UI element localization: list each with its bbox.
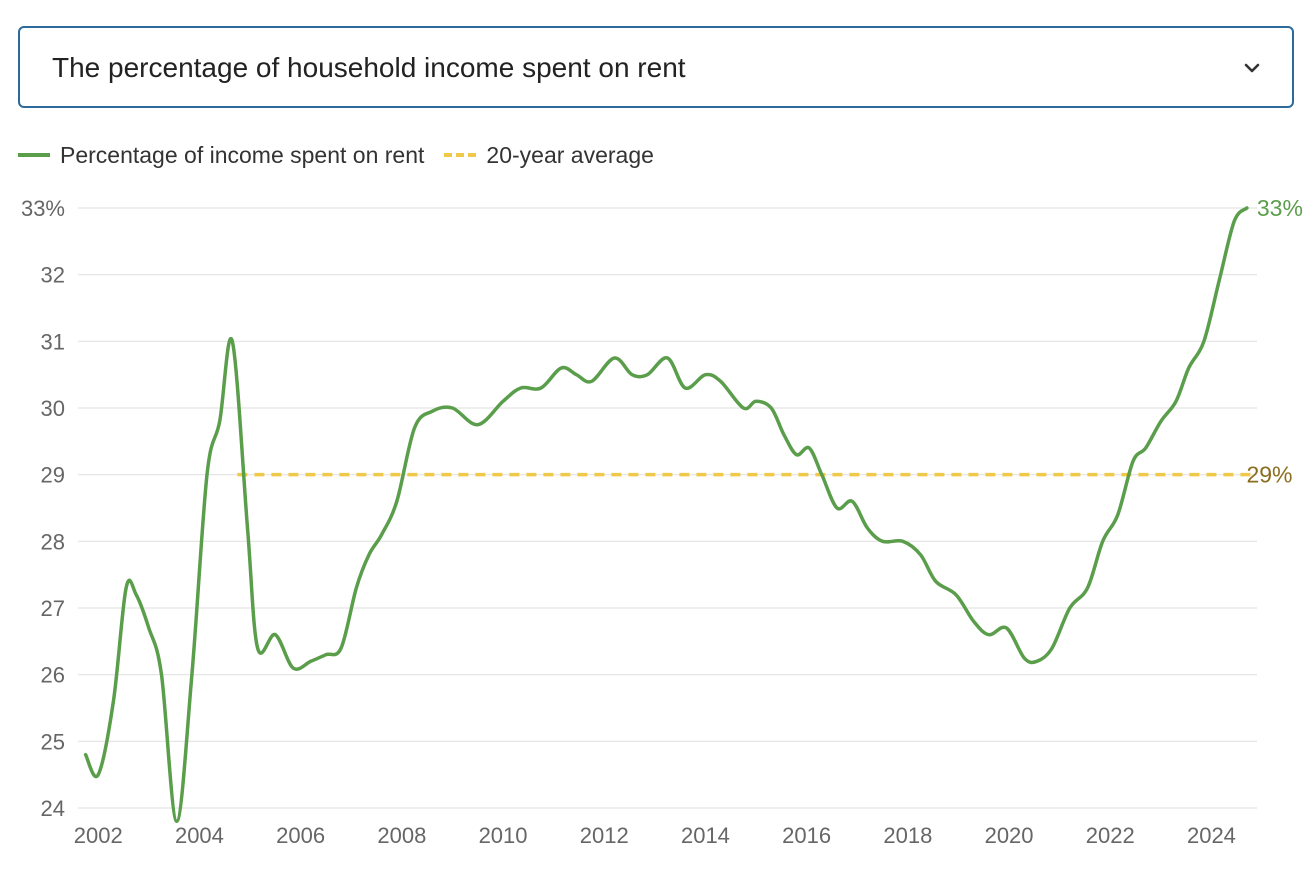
grid-lines	[78, 207, 1257, 809]
x-tick-label: 2014	[681, 823, 730, 848]
x-tick-label: 2006	[276, 823, 325, 848]
x-tick-label: 2002	[74, 823, 123, 848]
chart-selector-dropdown[interactable]: The percentage of household income spent…	[18, 26, 1294, 108]
chart-legend: Percentage of income spent on rent 20-ye…	[18, 138, 674, 172]
x-tick-label: 2018	[883, 823, 932, 848]
x-tick-label: 2020	[985, 823, 1034, 848]
x-tick-label: 2012	[580, 823, 629, 848]
chevron-down-icon	[1244, 63, 1260, 73]
y-tick-label: 26	[41, 663, 65, 688]
x-tick-label: 2016	[782, 823, 831, 848]
x-tick-label: 2022	[1086, 823, 1135, 848]
legend-item-average[interactable]: 20-year average	[444, 142, 654, 169]
x-axis-tick-labels: 2002 2004 2006 2008 2010 2012 2014 2016 2018 2020…	[74, 823, 1236, 848]
legend-item-series[interactable]: Percentage of income spent on rent	[18, 142, 424, 169]
legend-label-average: 20-year average	[486, 141, 654, 168]
x-tick-label: 2004	[175, 823, 224, 848]
y-axis-tick-labels: 24 25 26 27 28 29 30 31 32 33%	[21, 196, 65, 821]
y-tick-label: 33%	[21, 196, 65, 221]
annotation-layer: 33% 29%	[1246, 195, 1302, 488]
series-end-label: 33%	[1257, 195, 1303, 221]
rent-share-line	[83, 206, 1249, 824]
legend-swatch-average	[444, 153, 477, 157]
x-tick-label: 2010	[479, 823, 528, 848]
chart-selector-value: The percentage of household income spent…	[52, 52, 686, 83]
y-tick-label: 27	[41, 596, 65, 621]
legend-label-series: Percentage of income spent on rent	[60, 141, 425, 168]
y-tick-label: 30	[41, 396, 65, 421]
legend-swatch-series	[18, 153, 50, 157]
y-tick-label: 32	[41, 263, 65, 288]
y-tick-label: 28	[41, 529, 65, 554]
y-tick-label: 24	[41, 796, 65, 821]
y-tick-label: 25	[41, 729, 65, 754]
x-tick-label: 2024	[1187, 823, 1236, 848]
y-tick-label: 31	[41, 329, 65, 354]
series-layer	[83, 206, 1255, 824]
y-tick-label: 29	[41, 463, 65, 488]
average-end-label: 29%	[1246, 462, 1292, 488]
x-tick-label: 2008	[377, 823, 426, 848]
